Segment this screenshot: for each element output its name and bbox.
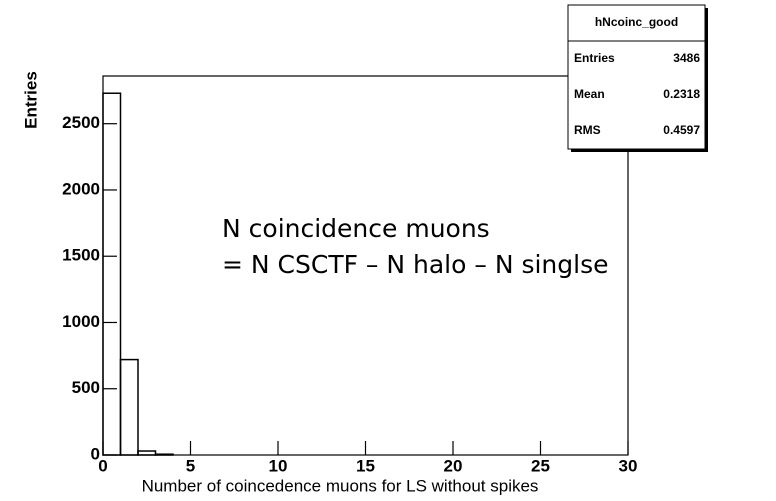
stats-label: Mean <box>574 87 605 101</box>
stats-title: hNcoinc_good <box>595 15 678 29</box>
bar <box>137 450 157 456</box>
stats-value: 0.4597 <box>663 123 700 137</box>
stats-value: 3486 <box>673 51 700 65</box>
y-tick-label: 1000 <box>62 312 100 331</box>
stats-label: RMS <box>574 123 601 137</box>
stats-value: 0.2318 <box>663 87 700 101</box>
bar <box>119 358 139 456</box>
y-tick-label: 0 <box>91 444 100 463</box>
x-tick-label: 0 <box>98 456 107 475</box>
stats-label: Entries <box>574 51 615 65</box>
y-tick-label: 2000 <box>62 179 100 198</box>
y-axis-label: Entries <box>21 71 40 129</box>
x-tick-label: 5 <box>186 456 195 475</box>
annotation: = N CSCTF – N halo – N singlse <box>222 250 609 279</box>
bar <box>154 453 174 456</box>
x-axis-label: Number of coincedence muons for LS witho… <box>142 476 539 495</box>
x-tick-label: 20 <box>444 456 463 475</box>
bar <box>102 92 122 456</box>
stats-box <box>567 4 706 150</box>
annotation: N coincidence muons <box>222 214 490 243</box>
x-tick-label: 15 <box>356 456 375 475</box>
y-tick-label: 500 <box>72 378 100 397</box>
y-tick-label: 1500 <box>62 246 100 265</box>
x-tick-label: 25 <box>531 456 550 475</box>
y-tick-label: 2500 <box>62 113 100 132</box>
x-tick-label: 30 <box>619 456 638 475</box>
x-tick-label: 10 <box>269 456 288 475</box>
